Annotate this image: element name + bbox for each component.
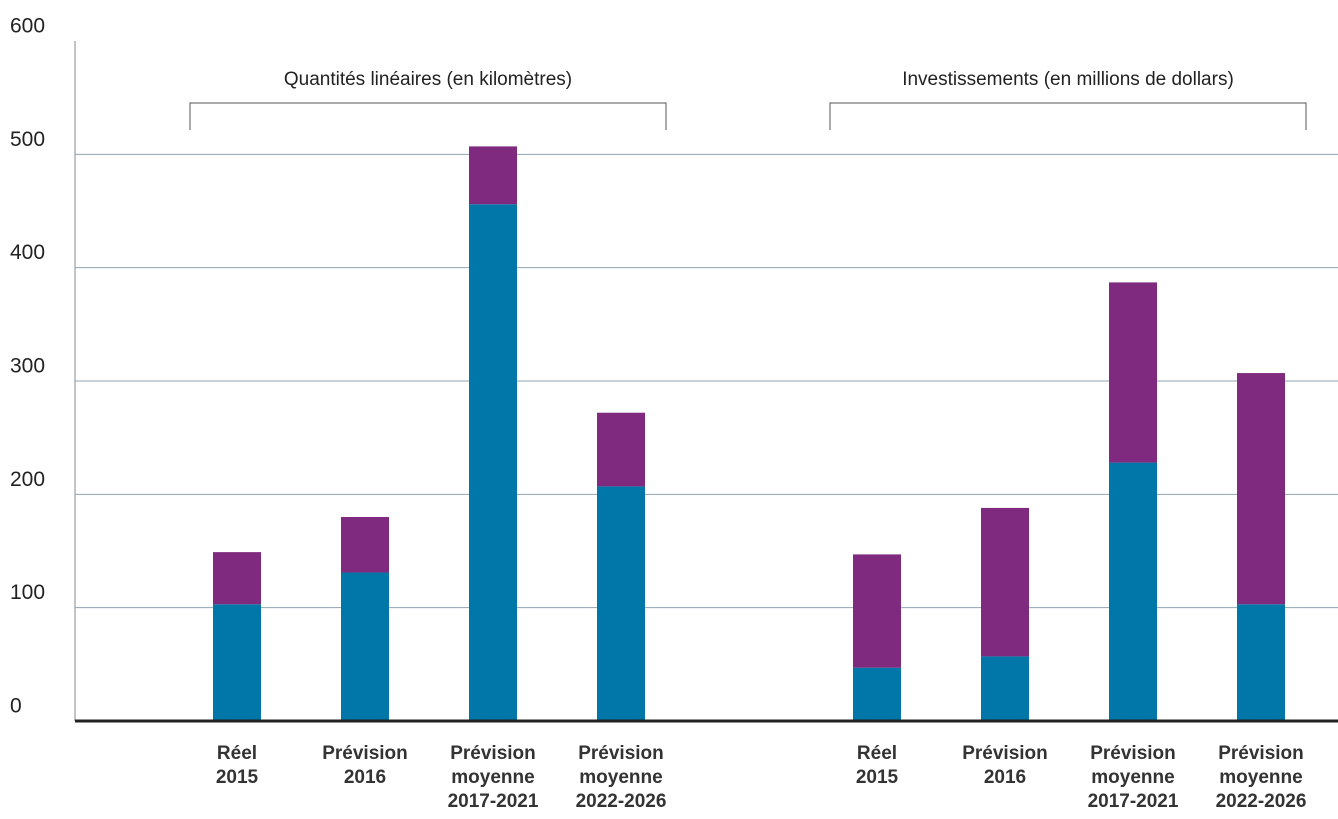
group-title: Investissements (en millions de dollars) [902, 69, 1234, 90]
x-tick-label: Prévision [962, 743, 1048, 764]
x-tick-label: 2015 [216, 767, 259, 788]
bar-segment [469, 146, 517, 205]
bar-segment [853, 667, 901, 721]
x-tick-label: 2022-2026 [576, 791, 667, 812]
bar-segment [1109, 462, 1157, 721]
x-tick-label: moyenne [1091, 767, 1174, 788]
y-tick-label: 0 [10, 695, 22, 718]
bar-segment [213, 604, 261, 721]
bar-segment [597, 486, 645, 721]
y-tick-label: 500 [10, 128, 45, 151]
group-bracket [189, 102, 667, 130]
y-tick-label: 300 [10, 355, 45, 378]
x-tick-label: Réel [857, 743, 897, 764]
x-tick-label: Prévision [450, 743, 536, 764]
y-tick-label: 200 [10, 468, 45, 491]
x-tick-label: 2017-2021 [1088, 791, 1179, 812]
group-bracket [829, 102, 1307, 130]
x-tick-label: 2015 [856, 767, 899, 788]
bar-segment [341, 572, 389, 721]
x-tick-label: moyenne [1219, 767, 1302, 788]
bar-segment [981, 507, 1029, 657]
x-tick-label: Réel [217, 743, 257, 764]
bar-segment [213, 552, 261, 605]
x-tick-label: Prévision [1090, 743, 1176, 764]
y-tick-label: 100 [10, 581, 45, 604]
x-tick-label: moyenne [579, 767, 662, 788]
bar-segment [597, 412, 645, 487]
x-tick-label: 2022-2026 [1216, 791, 1307, 812]
bar-segment [469, 204, 517, 721]
x-tick-label: 2016 [984, 767, 1026, 788]
x-tick-label: Prévision [578, 743, 664, 764]
x-tick-label: 2016 [344, 767, 386, 788]
bar-segment [341, 517, 389, 573]
y-tick-label: 400 [10, 241, 45, 264]
x-tick-label: Prévision [322, 743, 408, 764]
group-title: Quantités linéaires (en kilomètres) [284, 69, 572, 90]
bar-segment [1109, 282, 1157, 463]
bar-segment [1237, 373, 1285, 605]
x-tick-label: moyenne [451, 767, 534, 788]
x-tick-label: 2017-2021 [448, 791, 539, 812]
bar-segment [1237, 604, 1285, 721]
bar-segment [853, 554, 901, 668]
y-tick-label: 600 [10, 15, 45, 38]
x-tick-label: Prévision [1218, 743, 1304, 764]
bar-segment [981, 656, 1029, 721]
